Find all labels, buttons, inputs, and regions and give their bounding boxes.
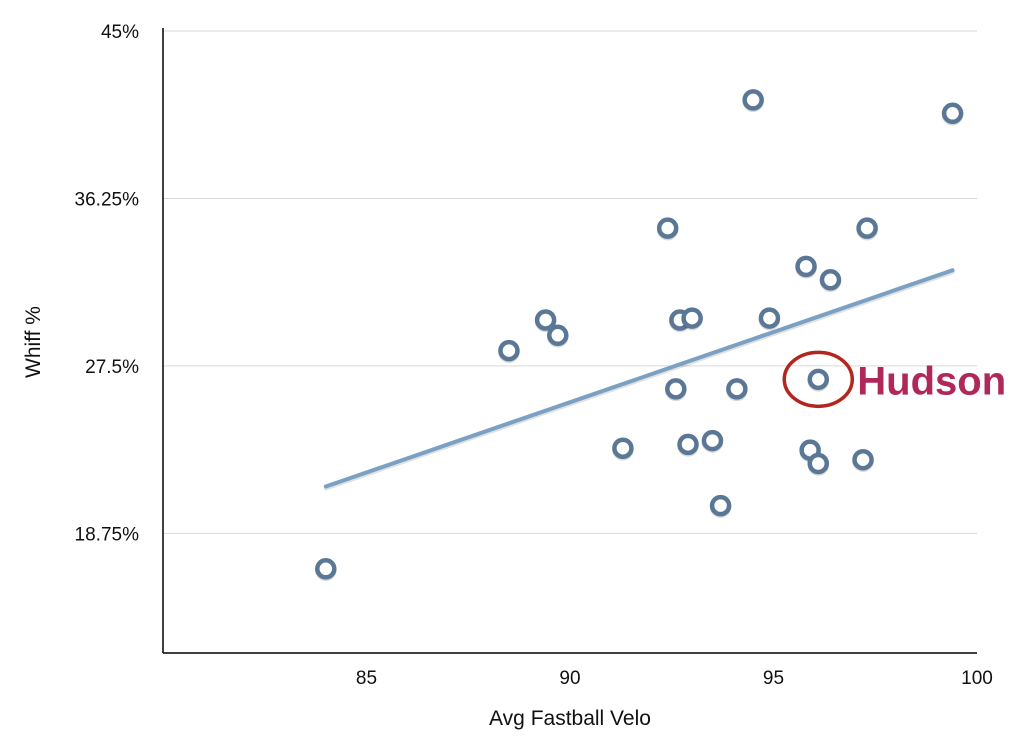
x-tick-label-2: 95	[763, 668, 784, 689]
data-point-21	[856, 217, 878, 239]
y-tick-label-2: 36.25%	[75, 189, 140, 210]
data-point-2	[534, 309, 557, 331]
grid-lines	[163, 30, 977, 534]
x-axis-title: Avg Fastball Velo	[489, 707, 651, 730]
x-tick-label-0: 85	[356, 668, 377, 689]
annotation-group: Hudson	[782, 350, 1006, 409]
data-point-4	[612, 437, 634, 459]
data-point-9	[681, 307, 703, 329]
data-point-13	[742, 89, 764, 111]
data-points	[315, 89, 964, 582]
data-point-22	[941, 102, 964, 125]
data-point-1	[498, 339, 520, 362]
x-tick-label-1: 90	[559, 668, 580, 689]
data-point-11	[709, 494, 732, 517]
data-point-20	[852, 448, 874, 471]
trendline	[323, 268, 955, 489]
axes	[162, 28, 977, 654]
data-point-18	[807, 452, 830, 475]
data-point-0	[315, 558, 337, 580]
y-tick-label-0: 18.75%	[75, 524, 140, 545]
y-tick-label-1: 27.5%	[85, 357, 139, 378]
data-point-6	[665, 378, 687, 400]
data-point-15	[795, 255, 817, 278]
y-axis-title: Whiff %	[22, 306, 45, 378]
tick-labels: 18.75% 27.5% 36.25% 45% 85 90 95 100	[75, 22, 993, 689]
data-point-10	[701, 429, 724, 452]
x-tick-label-3: 100	[961, 668, 993, 689]
annotation-label: Hudson	[857, 359, 1006, 403]
data-point-3	[547, 324, 569, 347]
trendline-group	[323, 268, 955, 491]
data-point-17	[807, 368, 830, 391]
data-point-5	[656, 217, 679, 239]
data-point-8	[677, 433, 699, 456]
annotation-circle	[782, 350, 855, 409]
y-tick-label-3: 45%	[101, 22, 139, 43]
data-point-12	[726, 378, 748, 400]
data-point-19	[819, 269, 842, 291]
data-point-14	[758, 307, 781, 329]
